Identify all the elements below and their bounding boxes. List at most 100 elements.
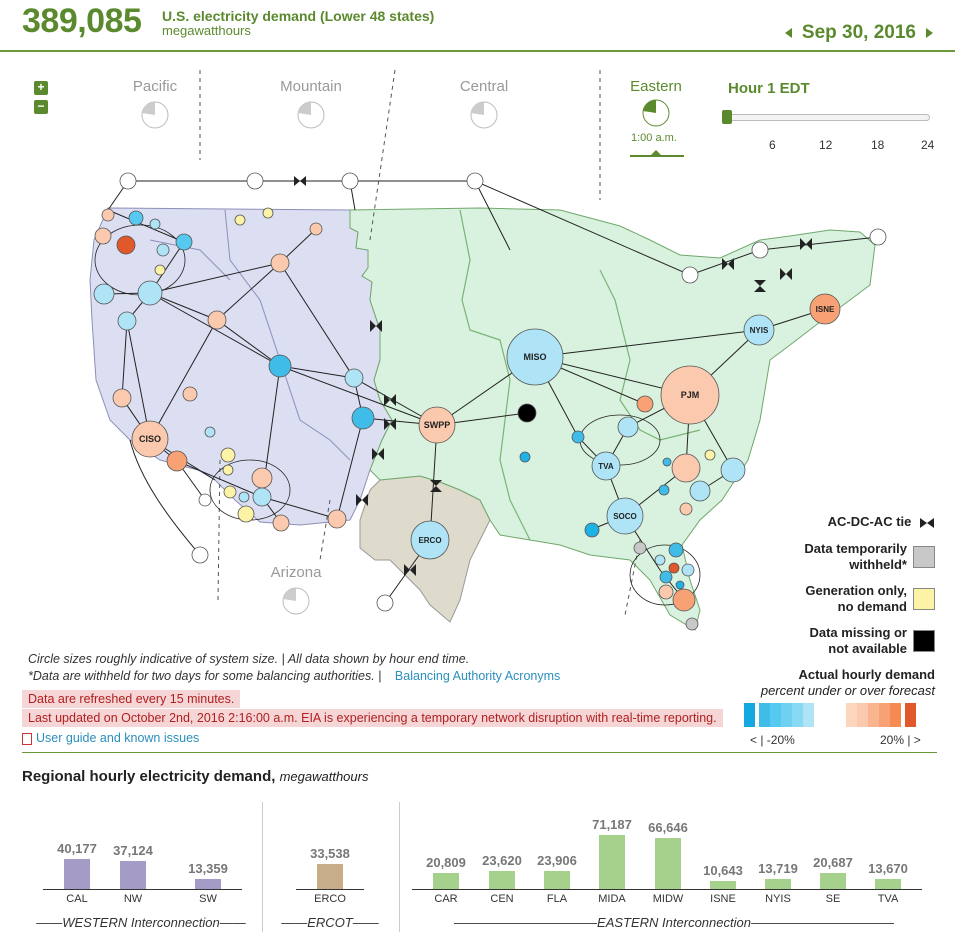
eastern-region (349, 207, 876, 631)
legend-withheld-line1: Data temporarily (804, 541, 907, 556)
zoom-out-button[interactable]: − (34, 100, 48, 114)
bar-nyis[interactable] (765, 879, 791, 889)
bar-category-sw: SW (199, 893, 217, 905)
bar-category-nyis: NYIS (765, 893, 791, 905)
bar-category-erco: ERCO (314, 893, 346, 905)
updated-alert: Last updated on October 2nd, 2016 2:16:0… (22, 709, 723, 727)
under-forecast-gradient (744, 703, 814, 727)
bar-category-midw: MIDW (652, 893, 684, 905)
bar-baseline (412, 889, 922, 890)
node-label-miso[interactable]: MISO (523, 352, 546, 362)
node-label-soco[interactable]: SOCO (613, 512, 637, 521)
node-label-swpp[interactable]: SWPP (424, 420, 451, 430)
bar-car[interactable] (433, 873, 459, 889)
bar-category-se: SE (825, 893, 841, 905)
hour-label: Hour 1 EDT (728, 80, 810, 97)
legend-generation: Generation only, no demand (805, 583, 935, 615)
divider (22, 752, 937, 753)
ercot-label: ——ERCOT—— (281, 915, 379, 930)
bar-nw[interactable] (120, 861, 146, 889)
bar-category-cal: CAL (66, 893, 88, 905)
bar-sw[interactable] (195, 879, 221, 889)
bar-baseline (43, 889, 242, 890)
bar-isne[interactable] (710, 881, 736, 889)
tz-eastern[interactable]: Eastern (630, 78, 682, 95)
under-forecast-label: < | -20% (750, 733, 795, 747)
eastern-clock-icon (642, 99, 670, 127)
hour-slider-handle[interactable] (722, 110, 732, 124)
bar-category-car: CAR (434, 893, 458, 905)
western-label-text: WESTERN Interconnection (62, 915, 220, 930)
us-map[interactable]: MISO PJM SWPP CISO NYIS ISNE TVA SOCO ER… (0, 54, 955, 644)
current-date: Sep 30, 2016 (801, 22, 916, 43)
central-clock-icon (470, 101, 498, 129)
mountain-clock-icon (297, 101, 325, 129)
bar-se[interactable] (820, 873, 846, 889)
bar-cen[interactable] (489, 871, 515, 889)
previous-day-icon[interactable] (784, 28, 792, 38)
bar-fla[interactable] (544, 871, 570, 889)
tz-pacific[interactable]: Pacific (132, 78, 178, 95)
ercot-label-text: ERCOT (307, 915, 353, 930)
group-separator (399, 802, 400, 932)
legend-actual-title: Actual hourly demand (798, 667, 935, 682)
header-units: megawatthours (162, 23, 251, 38)
acronyms-link[interactable]: Balancing Authority Acronyms (394, 669, 561, 683)
legend-tie: AC-DC-AC tie (828, 514, 935, 530)
legend-generation-line1: Generation only, (805, 583, 907, 598)
bar-tva[interactable] (875, 879, 901, 889)
bar-value-fla: 23,906 (537, 853, 577, 868)
header-title: U.S. electricity demand (Lower 48 states… (162, 8, 435, 24)
legend-actual-sub: percent under or over forecast (760, 683, 935, 698)
regional-title-text: Regional hourly electricity demand, (22, 768, 276, 785)
bar-value-midw: 66,646 (648, 820, 688, 835)
legend-tie-label: AC-DC-AC tie (827, 514, 912, 529)
eastern-label-text: EASTERN Interconnection (597, 915, 751, 930)
hour-slider-track[interactable] (724, 114, 930, 121)
bar-erco[interactable] (317, 864, 343, 889)
tz-arizona[interactable]: Arizona (270, 564, 322, 581)
node-label-nyis[interactable]: NYIS (750, 326, 769, 335)
note-line1: Circle sizes roughly indicative of syste… (28, 652, 470, 666)
over-forecast-label: 20% | > (880, 733, 921, 747)
user-guide-link[interactable]: User guide and known issues (36, 731, 200, 745)
next-day-icon[interactable] (926, 28, 933, 38)
bar-value-isne: 10,643 (703, 863, 743, 878)
bar-category-isne: ISNE (710, 893, 736, 905)
node-label-ciso[interactable]: CISO (139, 434, 161, 444)
legend-missing-line1: Data missing or (809, 625, 907, 640)
tie-icon (294, 176, 306, 186)
bar-category-tva: TVA (877, 893, 899, 905)
western-label: ——WESTERN Interconnection—— (36, 915, 246, 930)
node-label-pjm[interactable]: PJM (681, 390, 700, 400)
pdf-icon (22, 732, 32, 745)
regional-units: megawatthours (279, 769, 369, 784)
zoom-in-button[interactable]: + (34, 81, 48, 95)
tz-eastern-time: 1:00 a.m. (631, 132, 677, 144)
pacific-clock-icon (141, 101, 169, 129)
legend-generation-line2: no demand (837, 599, 907, 614)
bar-value-nyis: 13,719 (758, 861, 798, 876)
bar-mida[interactable] (599, 835, 625, 889)
missing-swatch (913, 630, 935, 652)
bar-category-mida: MIDA (598, 893, 626, 905)
bar-cal[interactable] (64, 859, 90, 889)
bar-value-erco: 33,538 (310, 846, 350, 861)
slider-tick: 12 (819, 138, 833, 152)
node-label-tva[interactable]: TVA (598, 462, 614, 471)
refresh-alert: Data are refreshed every 15 minutes. (22, 690, 241, 708)
node-label-isne[interactable]: ISNE (816, 305, 835, 314)
slider-tick: 24 (921, 138, 935, 152)
eastern-label: ———————————EASTERN Interconnection——————… (454, 915, 894, 930)
tz-mountain[interactable]: Mountain (280, 78, 342, 95)
guide-row: User guide and known issues (22, 731, 199, 745)
bar-value-nw: 37,124 (113, 843, 153, 858)
bar-category-cen: CEN (490, 893, 514, 905)
node-label-erco[interactable]: ERCO (418, 536, 441, 545)
bar-value-se: 20,687 (813, 855, 853, 870)
over-forecast-gradient (846, 703, 916, 727)
bar-category-nw: NW (123, 893, 143, 905)
bar-midw[interactable] (655, 838, 681, 889)
tz-central[interactable]: Central (459, 78, 509, 95)
note-line2-wrap: *Data are withheld for two days for some… (28, 669, 560, 683)
